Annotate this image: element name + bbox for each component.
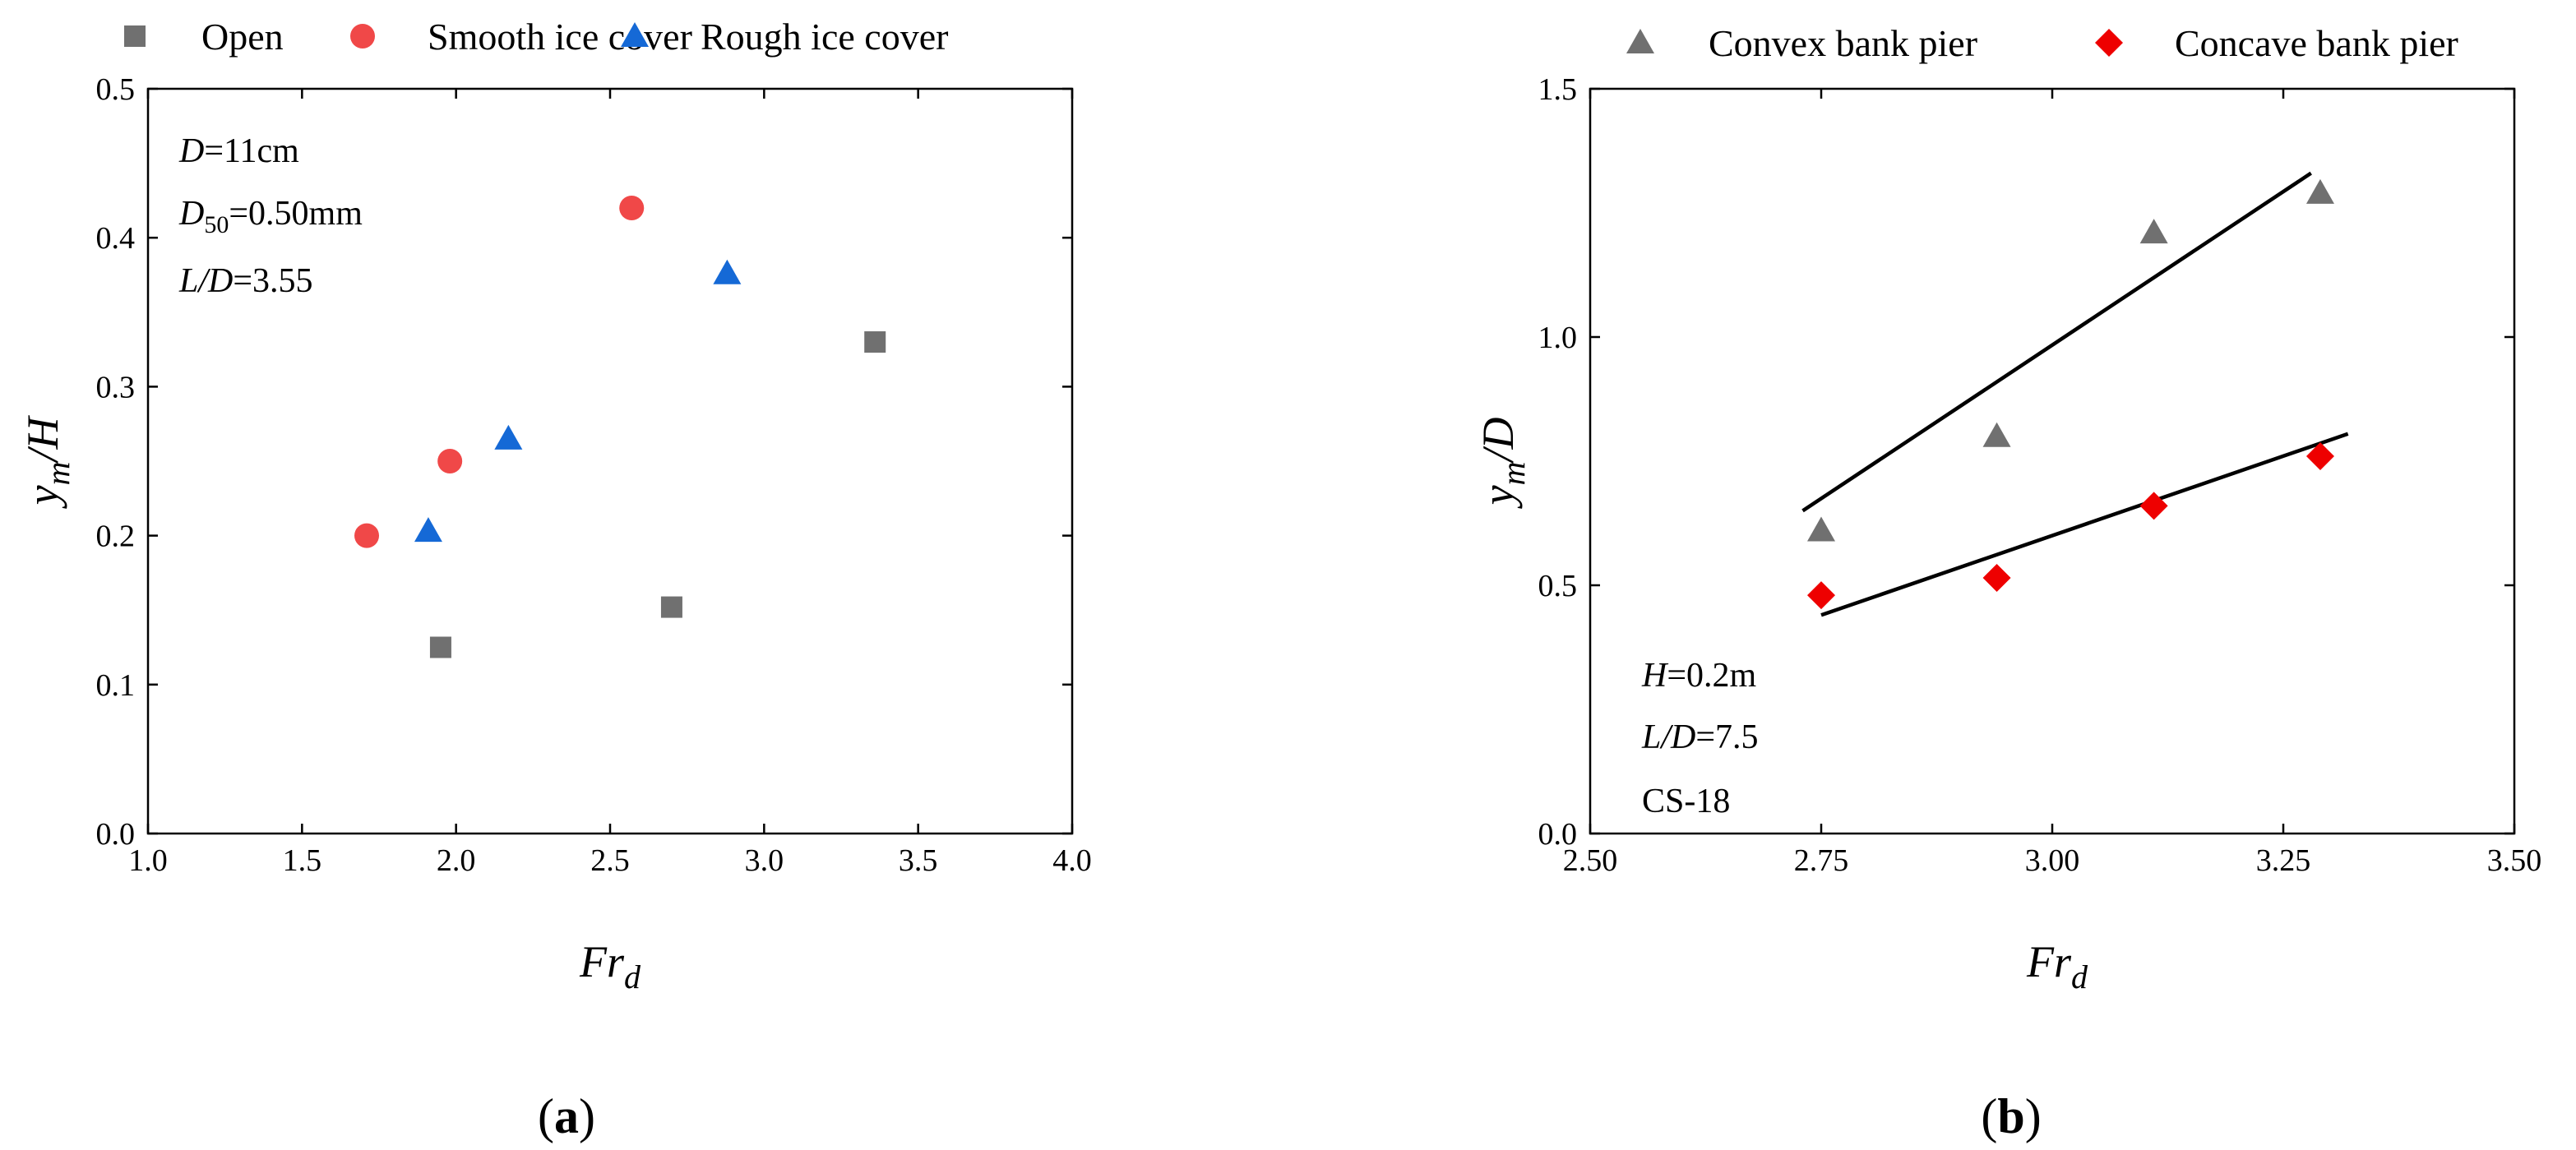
y-tick-label: 0.2 <box>96 520 136 554</box>
y-tick-label: 0.4 <box>96 221 136 256</box>
data-point-triangle <box>1982 422 2011 447</box>
legend-label: Concave bank pier <box>2175 22 2458 64</box>
y-tick-label: 0.5 <box>96 72 136 107</box>
y-tick-label: 0.3 <box>96 370 136 404</box>
y-tick-label: 0.5 <box>1538 569 1578 603</box>
panel-label: (b) <box>1981 1089 2041 1143</box>
data-point-triangle <box>414 517 442 543</box>
x-tick-label: 2.75 <box>1794 843 1849 878</box>
data-point-diamond <box>1982 563 2011 592</box>
x-tick-label: 2.5 <box>590 843 630 878</box>
x-tick-label: 1.5 <box>283 843 322 878</box>
legend-label: Convex bank pier <box>1709 22 1977 64</box>
data-point-square <box>429 636 451 658</box>
legend-marker-diamond <box>2095 29 2123 57</box>
x-tick-label: 3.5 <box>899 843 938 878</box>
legend-marker-square <box>124 25 146 47</box>
data-point-diamond <box>1807 581 1835 610</box>
legend-marker-circle <box>350 24 375 48</box>
panel-label: (a) <box>538 1089 595 1143</box>
data-point-square <box>864 331 886 353</box>
y-axis-label: ym/H <box>18 415 76 510</box>
data-point-square <box>660 596 682 618</box>
legend-marker-triangle <box>621 22 649 47</box>
x-axis-label: Frd <box>2026 937 2088 995</box>
fit-line-1 <box>1820 432 2349 617</box>
x-tick-label: 3.25 <box>2256 843 2311 878</box>
data-point-circle <box>619 195 645 220</box>
data-point-triangle <box>494 424 523 450</box>
fit-line-0 <box>1801 171 2312 513</box>
y-tick-label: 0.0 <box>1538 817 1578 852</box>
annotation-text: CS-18 <box>1642 783 1730 820</box>
x-tick-label: 1.0 <box>128 843 168 878</box>
x-tick-label: 2.0 <box>437 843 476 878</box>
y-axis-label: ym/D <box>1473 418 1532 510</box>
data-point-triangle <box>1807 516 1835 542</box>
x-tick-label: 4.0 <box>1052 843 1092 878</box>
annotation-text: D50=0.50mm <box>178 195 363 238</box>
y-tick-label: 1.5 <box>1538 72 1578 107</box>
legend-marker-triangle <box>1626 29 1654 53</box>
data-point-triangle <box>2305 178 2334 204</box>
y-tick-label: 1.0 <box>1538 321 1578 355</box>
x-tick-label: 3.0 <box>745 843 784 878</box>
legend-label: Open <box>201 16 284 58</box>
data-point-triangle <box>2139 219 2168 244</box>
chart-panel-a: 1.0 1.5 2.0 2.5 3.0 3.5 4.0 0.0 0.1 0.2 0.3 0.4 0.5 O… <box>18 16 1092 1143</box>
annotation-text: L/D=7.5 <box>1641 718 1759 756</box>
data-point-diamond <box>2305 441 2334 470</box>
annotation-text: H=0.2m <box>1641 657 1757 695</box>
legend-label: Smooth ice cover <box>428 16 692 58</box>
data-point-circle <box>354 523 380 548</box>
data-point-diamond <box>2139 492 2168 520</box>
data-point-circle <box>437 449 463 473</box>
y-tick-label: 0.1 <box>96 668 136 703</box>
x-tick-label: 3.50 <box>2487 843 2542 878</box>
annotation-text: L/D=3.55 <box>178 262 313 300</box>
chart-panel-b: 2.50 2.75 3.00 3.25 3.50 0.0 0.5 1.0 1.5 Convex b… <box>1473 22 2541 1143</box>
x-axis-label: Frd <box>579 937 641 995</box>
y-tick-label: 0.0 <box>96 817 136 852</box>
legend-label: Rough ice cover <box>701 16 948 58</box>
x-tick-label: 2.50 <box>1563 843 1618 878</box>
annotation-text: D=11cm <box>178 132 299 170</box>
x-tick-label: 3.00 <box>2025 843 2080 878</box>
data-point-triangle <box>713 259 742 284</box>
